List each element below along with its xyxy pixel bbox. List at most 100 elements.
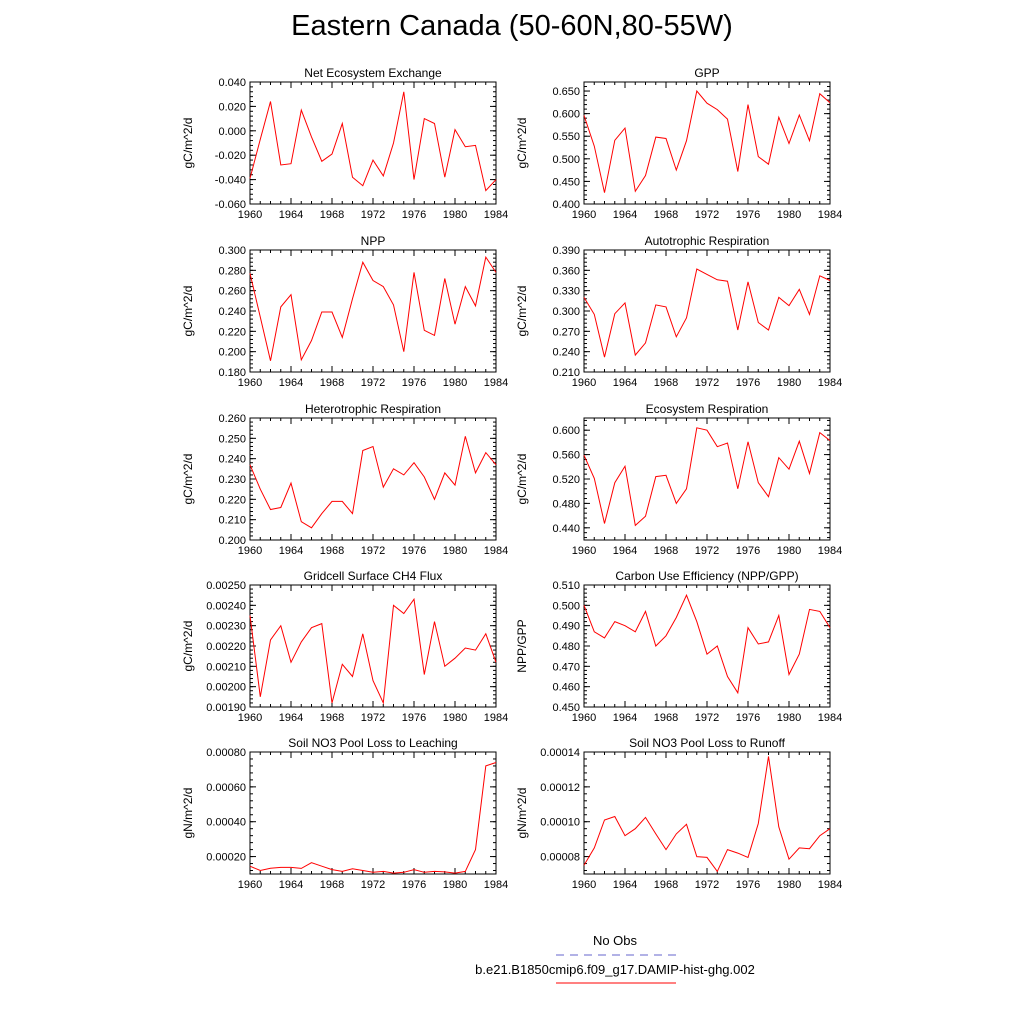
panel-title: Heterotrophic Respiration bbox=[305, 402, 441, 416]
y-tick-label: 0.00230 bbox=[206, 621, 246, 633]
x-tick-label: 1976 bbox=[402, 545, 426, 557]
panel-title: Carbon Use Efficiency (NPP/GPP) bbox=[615, 569, 798, 583]
x-tick-label: 1980 bbox=[777, 712, 801, 724]
x-tick-label: 1984 bbox=[484, 377, 508, 389]
y-tick-label: 0.300 bbox=[218, 245, 246, 257]
x-tick-label: 1980 bbox=[443, 209, 467, 221]
plot-frame bbox=[583, 417, 831, 541]
x-tick-label: 1960 bbox=[572, 545, 596, 557]
y-tick-label: 0.00190 bbox=[206, 702, 246, 714]
x-tick-label: 1976 bbox=[402, 879, 426, 891]
y-tick-label: 0.00040 bbox=[206, 817, 246, 829]
chart-panel-8: Soil NO3 Pool Loss to Leaching 1960 1964 19… bbox=[181, 736, 508, 891]
y-tick-label: 0.00080 bbox=[206, 747, 246, 759]
y-tick-label: -0.040 bbox=[215, 175, 246, 187]
y-tick-label: 0.00010 bbox=[540, 817, 580, 829]
series-line bbox=[583, 89, 831, 193]
plot-frame bbox=[249, 751, 497, 875]
x-tick-label: 1972 bbox=[361, 879, 385, 891]
x-tick-label: 1984 bbox=[818, 209, 842, 221]
x-tick-label: 1960 bbox=[572, 712, 596, 724]
y-tick-label: 0.240 bbox=[552, 347, 580, 359]
series-line bbox=[249, 597, 497, 705]
x-tick-label: 1964 bbox=[279, 712, 303, 724]
y-tick-label: 0.230 bbox=[218, 474, 246, 486]
x-tick-label: 1972 bbox=[695, 377, 719, 389]
y-tick-label: 0.00012 bbox=[540, 782, 580, 794]
y-tick-label: 0.490 bbox=[552, 621, 580, 633]
chart-panel-9: Soil NO3 Pool Loss to Runoff 1960 1964 1968… bbox=[515, 736, 842, 891]
x-tick-label: 1972 bbox=[361, 377, 385, 389]
panel-title: Ecosystem Respiration bbox=[646, 402, 769, 416]
plot-frame bbox=[583, 81, 831, 205]
x-tick-label: 1960 bbox=[572, 377, 596, 389]
y-tick-label: 0.220 bbox=[218, 494, 246, 506]
series-line bbox=[583, 268, 831, 358]
chart-panel-1: GPP 1960 1964 1968 1972 1976 1980 1984 0.400 0.45… bbox=[515, 66, 842, 221]
x-tick-label: 1972 bbox=[695, 545, 719, 557]
y-tick-label: 0.210 bbox=[218, 515, 246, 527]
series-line bbox=[583, 756, 831, 873]
x-tick-label: 1980 bbox=[443, 545, 467, 557]
x-tick-label: 1976 bbox=[736, 377, 760, 389]
chart-panel-0: Net Ecosystem Exchange 1960 1964 1968 1972 19… bbox=[181, 66, 508, 221]
x-tick-label: 1976 bbox=[736, 209, 760, 221]
panel-title: GPP bbox=[694, 66, 719, 80]
panel-title: Soil NO3 Pool Loss to Leaching bbox=[288, 736, 457, 750]
x-tick-label: 1972 bbox=[695, 879, 719, 891]
y-tick-label: 0.00240 bbox=[206, 600, 246, 612]
x-tick-label: 1964 bbox=[613, 879, 637, 891]
plot-frame bbox=[249, 81, 497, 205]
y-tick-label: 0.280 bbox=[218, 265, 246, 277]
plot-frame bbox=[583, 249, 831, 373]
y-axis-label: gC/m^2/d bbox=[515, 118, 529, 169]
x-tick-label: 1976 bbox=[736, 879, 760, 891]
x-tick-label: 1976 bbox=[402, 209, 426, 221]
x-tick-label: 1976 bbox=[736, 712, 760, 724]
chart-panel-6: Gridcell Surface CH4 Flux 1960 1964 1968 197… bbox=[181, 569, 508, 724]
y-axis-label: gN/m^2/d bbox=[181, 788, 195, 839]
x-tick-label: 1980 bbox=[777, 545, 801, 557]
x-tick-label: 1984 bbox=[818, 545, 842, 557]
x-tick-label: 1968 bbox=[654, 377, 678, 389]
y-tick-label: 0.000 bbox=[218, 126, 246, 138]
y-tick-label: 0.450 bbox=[552, 176, 580, 188]
y-tick-label: 0.260 bbox=[218, 286, 246, 298]
y-axis-label: gC/m^2/d bbox=[515, 454, 529, 505]
y-tick-label: 0.390 bbox=[552, 245, 580, 257]
plot-frame bbox=[583, 751, 831, 875]
x-tick-label: 1968 bbox=[320, 209, 344, 221]
y-tick-label: 0.520 bbox=[552, 474, 580, 486]
y-axis-label: gC/m^2/d bbox=[181, 454, 195, 505]
x-tick-label: 1960 bbox=[238, 545, 262, 557]
y-axis-label: gC/m^2/d bbox=[181, 118, 195, 169]
y-tick-label: 0.330 bbox=[552, 286, 580, 298]
x-tick-label: 1984 bbox=[484, 879, 508, 891]
x-tick-label: 1984 bbox=[818, 377, 842, 389]
y-axis-label: gC/m^2/d bbox=[515, 286, 529, 337]
y-tick-label: 0.00220 bbox=[206, 641, 246, 653]
x-tick-label: 1984 bbox=[484, 209, 508, 221]
x-tick-label: 1968 bbox=[654, 879, 678, 891]
y-tick-label: 0.00008 bbox=[540, 852, 580, 864]
y-tick-label: -0.020 bbox=[215, 150, 246, 162]
y-tick-label: 0.040 bbox=[218, 77, 246, 89]
x-tick-label: 1976 bbox=[402, 377, 426, 389]
x-tick-label: 1968 bbox=[320, 545, 344, 557]
x-tick-label: 1964 bbox=[613, 712, 637, 724]
y-axis-label: gC/m^2/d bbox=[181, 621, 195, 672]
series-line bbox=[249, 436, 497, 529]
x-tick-label: 1984 bbox=[484, 712, 508, 724]
x-tick-label: 1972 bbox=[361, 712, 385, 724]
y-tick-label: 0.470 bbox=[552, 661, 580, 673]
figure-title: Eastern Canada (50-60N,80-55W) bbox=[291, 10, 733, 42]
panel-title: Gridcell Surface CH4 Flux bbox=[304, 569, 443, 583]
y-tick-label: 0.510 bbox=[552, 580, 580, 592]
series-line bbox=[583, 593, 831, 695]
x-tick-label: 1976 bbox=[402, 712, 426, 724]
x-tick-label: 1976 bbox=[736, 545, 760, 557]
x-tick-label: 1984 bbox=[818, 712, 842, 724]
y-tick-label: 0.600 bbox=[552, 109, 580, 121]
x-tick-label: 1980 bbox=[443, 879, 467, 891]
x-tick-label: 1960 bbox=[572, 879, 596, 891]
